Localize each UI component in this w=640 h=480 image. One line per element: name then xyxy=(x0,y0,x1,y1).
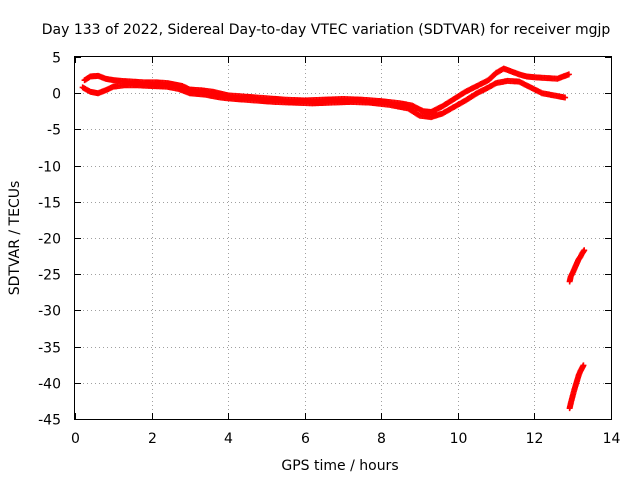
y-tick-label: -5 xyxy=(47,123,61,139)
x-tick-label: 4 xyxy=(224,431,233,447)
data-point xyxy=(562,94,569,101)
y-tick-label: -30 xyxy=(38,304,61,320)
data-point xyxy=(565,71,572,78)
y-tick-label: -45 xyxy=(38,413,61,429)
x-axis-label: GPS time / hours xyxy=(281,458,398,474)
y-tick-label: -15 xyxy=(38,196,61,212)
y-tick-label: -40 xyxy=(38,377,61,393)
y-tick-label: -20 xyxy=(38,232,61,248)
y-tick-label: 5 xyxy=(52,51,61,67)
chart-title: Day 133 of 2022, Sidereal Day-to-day VTE… xyxy=(42,22,611,38)
grid xyxy=(75,57,611,419)
x-tick-label: 6 xyxy=(301,431,310,447)
data-point xyxy=(580,362,587,369)
plot-frame xyxy=(74,56,612,420)
data-points xyxy=(79,65,588,412)
y-tick-label: -35 xyxy=(38,341,61,357)
x-tick-label: 0 xyxy=(71,431,80,447)
series-main-track-upper xyxy=(81,65,572,116)
axis-ticks: 0 2 4 6 8 10 12 14 5 0 -5 -10 -15 -20 -25 -30 -35 -40 -45 xyxy=(38,51,620,448)
series-main-track-lower xyxy=(79,77,569,121)
x-tick-label: 12 xyxy=(526,431,544,447)
x-tick-label: 14 xyxy=(603,431,621,447)
data-point xyxy=(581,247,588,254)
y-tick-label: -25 xyxy=(38,268,61,284)
series-segment-low xyxy=(566,362,587,412)
x-tick-label: 10 xyxy=(450,431,468,447)
y-axis-label: SDTVAR / TECUs xyxy=(7,181,23,296)
x-tick-label: 8 xyxy=(377,431,386,447)
y-tick-label: 0 xyxy=(52,87,61,103)
series-segment-mid xyxy=(566,247,588,285)
y-tick-label: -10 xyxy=(38,160,61,176)
x-tick-label: 2 xyxy=(148,431,157,447)
